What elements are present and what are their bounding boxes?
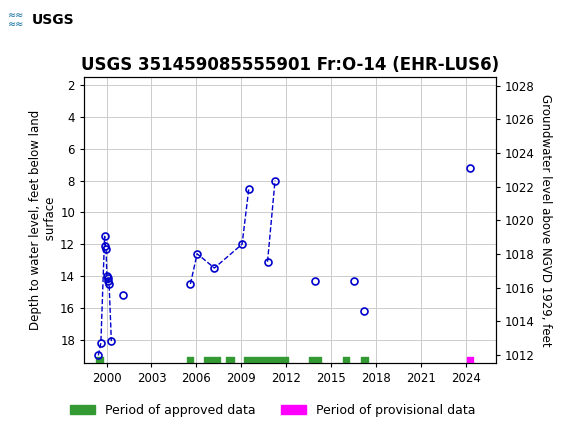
Y-axis label: Depth to water level, feet below land
 surface: Depth to water level, feet below land su… — [30, 110, 57, 331]
Text: USGS: USGS — [32, 13, 75, 27]
Legend: Period of approved data, Period of provisional data: Period of approved data, Period of provi… — [65, 399, 480, 421]
Title: USGS 351459085555901 Fr:O-14 (EHR-LUS6): USGS 351459085555901 Fr:O-14 (EHR-LUS6) — [81, 56, 499, 74]
Text: ≈≈
≈≈: ≈≈ ≈≈ — [8, 10, 24, 30]
Y-axis label: Groundwater level above NGVD 1929, feet: Groundwater level above NGVD 1929, feet — [539, 94, 552, 347]
Bar — [4, 2, 94, 39]
